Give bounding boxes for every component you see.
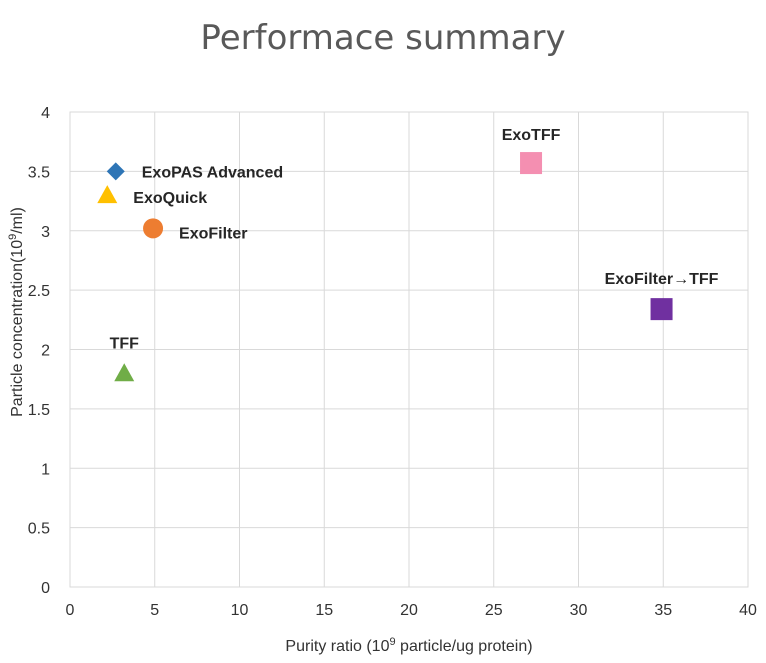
y-axis-ticks: 0 0.5 1 1.5 2 2.5 3 3.5 4 [28, 105, 50, 597]
x-axis-title: Purity ratio (109 particle/ug protein) [285, 636, 532, 655]
exotff-marker [520, 152, 543, 175]
y-tick-label: 3.5 [28, 164, 50, 181]
exoquick-label: ExoQuick [133, 190, 207, 207]
x-tick-label: 5 [150, 602, 159, 619]
exoquick-marker [97, 185, 118, 204]
x-tick-label: 10 [231, 602, 249, 619]
y-tick-label: 3 [41, 224, 50, 241]
x-tick-label: 25 [485, 602, 503, 619]
exofilter-tff-label: ExoFilter→TFF [605, 271, 719, 288]
y-tick-label: 1.5 [28, 402, 50, 419]
exotff-label: ExoTFF [502, 127, 561, 144]
data-markers [97, 152, 673, 382]
exopas-advanced-label: ExoPAS Advanced [142, 164, 283, 181]
y-tick-label: 0 [41, 580, 50, 597]
y-tick-label: 0.5 [28, 521, 50, 538]
x-tick-label: 30 [570, 602, 588, 619]
x-tick-label: 35 [654, 602, 672, 619]
y-tick-label: 2 [41, 343, 50, 360]
x-axis-ticks: 0 5 10 15 20 25 30 35 40 [66, 602, 757, 619]
x-tick-label: 40 [739, 602, 757, 619]
point-labels: ExoPAS Advanced ExoQuick ExoFilter TFF ExoTF… [110, 127, 719, 352]
y-tick-label: 1 [41, 461, 50, 478]
y-tick-label: 4 [41, 105, 50, 122]
exofilter-tff-marker [650, 298, 673, 321]
chart-title: Performace summary [200, 18, 566, 58]
exopas-advanced-marker [106, 162, 125, 181]
tff-marker [114, 363, 135, 382]
x-tick-label: 15 [315, 602, 333, 619]
y-axis-title: Particle concentration(109/ml) [7, 207, 26, 417]
grid-lines [69, 111, 749, 588]
exofilter-marker [143, 218, 164, 239]
tff-label: TFF [110, 335, 140, 352]
exofilter-label: ExoFilter [179, 225, 247, 242]
x-tick-label: 0 [66, 602, 75, 619]
x-tick-label: 20 [400, 602, 418, 619]
y-tick-label: 2.5 [28, 283, 50, 300]
